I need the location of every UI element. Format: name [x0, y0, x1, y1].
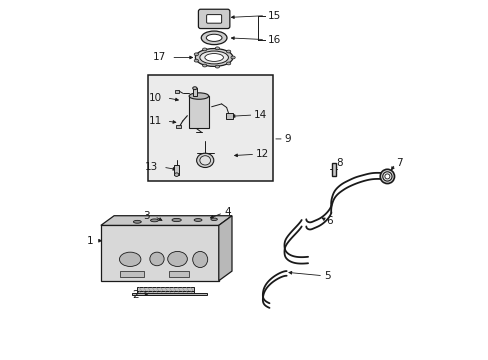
Bar — [175, 90, 179, 93]
Ellipse shape — [150, 219, 158, 222]
Text: 9: 9 — [284, 134, 290, 144]
Text: 12: 12 — [255, 149, 268, 159]
Polygon shape — [137, 291, 194, 295]
Ellipse shape — [167, 251, 187, 266]
Bar — [192, 88, 197, 96]
Ellipse shape — [172, 219, 181, 222]
Text: 15: 15 — [267, 11, 281, 21]
Ellipse shape — [194, 53, 198, 56]
Ellipse shape — [189, 93, 208, 99]
Bar — [189, 96, 208, 128]
Ellipse shape — [200, 51, 228, 64]
Text: 8: 8 — [336, 158, 343, 168]
Text: 10: 10 — [148, 93, 162, 103]
Ellipse shape — [192, 251, 207, 267]
Bar — [120, 271, 144, 277]
Ellipse shape — [119, 252, 141, 266]
Text: 2: 2 — [132, 290, 139, 300]
Polygon shape — [218, 216, 231, 281]
Ellipse shape — [226, 50, 230, 53]
Ellipse shape — [204, 54, 223, 62]
Ellipse shape — [206, 34, 222, 41]
Bar — [173, 165, 179, 175]
Ellipse shape — [382, 172, 391, 181]
Ellipse shape — [192, 87, 197, 90]
Text: 11: 11 — [148, 116, 162, 126]
Ellipse shape — [384, 174, 389, 179]
Polygon shape — [132, 293, 206, 295]
Ellipse shape — [196, 153, 213, 167]
Polygon shape — [101, 225, 218, 281]
Ellipse shape — [202, 48, 206, 51]
Ellipse shape — [194, 59, 198, 62]
Text: 6: 6 — [326, 216, 333, 226]
FancyBboxPatch shape — [198, 9, 229, 28]
Text: 7: 7 — [395, 158, 402, 168]
Bar — [148, 75, 272, 181]
Text: 1: 1 — [86, 236, 93, 246]
Ellipse shape — [194, 219, 202, 221]
Polygon shape — [101, 216, 231, 225]
Text: 3: 3 — [143, 211, 149, 221]
Bar — [225, 113, 233, 119]
Text: 16: 16 — [267, 35, 281, 45]
Ellipse shape — [200, 156, 210, 165]
Text: 13: 13 — [144, 162, 158, 172]
Ellipse shape — [380, 169, 394, 184]
Ellipse shape — [195, 49, 232, 66]
FancyBboxPatch shape — [206, 15, 221, 23]
Ellipse shape — [230, 56, 235, 59]
Bar — [169, 271, 189, 277]
Text: 5: 5 — [323, 271, 330, 282]
Ellipse shape — [226, 62, 230, 65]
Ellipse shape — [215, 47, 219, 50]
Text: 17: 17 — [152, 53, 165, 63]
Ellipse shape — [149, 252, 164, 266]
Ellipse shape — [210, 218, 217, 221]
Polygon shape — [137, 287, 194, 292]
Ellipse shape — [202, 64, 206, 67]
Text: 14: 14 — [254, 110, 267, 120]
Ellipse shape — [215, 65, 219, 68]
Bar — [331, 163, 335, 176]
Ellipse shape — [201, 31, 226, 45]
Ellipse shape — [133, 220, 141, 223]
Bar — [175, 125, 180, 128]
Text: 4: 4 — [224, 207, 230, 217]
Ellipse shape — [174, 173, 179, 176]
